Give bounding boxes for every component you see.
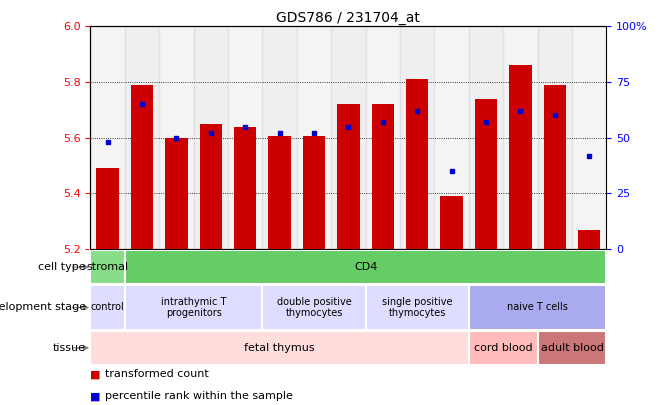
Bar [543,85,566,249]
Bar [572,26,606,249]
Text: adult blood: adult blood [541,343,604,353]
Text: tissue: tissue [53,343,86,353]
Bar [537,26,572,249]
Text: control: control [90,303,125,313]
Bar [159,26,194,249]
Text: cord blood: cord blood [474,343,533,353]
Text: naive T cells: naive T cells [507,303,568,313]
Bar [372,104,394,249]
Bar [269,136,291,249]
Text: percentile rank within the sample: percentile rank within the sample [105,391,293,401]
Bar [90,285,125,330]
Bar [263,285,366,330]
Text: single positive
thymocytes: single positive thymocytes [382,297,452,318]
Bar [337,104,360,249]
Bar [440,196,463,249]
Bar [578,230,600,249]
Bar [503,26,537,249]
Bar [537,330,606,365]
Bar [165,138,188,249]
Bar [297,26,331,249]
Bar [200,124,222,249]
Text: double positive
thymocytes: double positive thymocytes [277,297,351,318]
Bar [406,79,428,249]
Text: fetal thymus: fetal thymus [245,343,315,353]
Bar [125,285,263,330]
Bar [194,26,228,249]
Text: ■: ■ [90,369,101,379]
Bar [96,168,119,249]
Text: ■: ■ [90,391,101,401]
Bar [469,26,503,249]
Bar [475,99,497,249]
Text: CD4: CD4 [354,262,377,272]
Bar [125,26,159,249]
Title: GDS786 / 231704_at: GDS786 / 231704_at [277,11,420,25]
Bar [263,26,297,249]
Bar [90,250,125,284]
Bar [303,136,325,249]
Bar [469,285,606,330]
Bar [400,26,434,249]
Bar [434,26,469,249]
Text: stromal: stromal [86,262,129,272]
Bar [366,26,400,249]
Text: intrathymic T
progenitors: intrathymic T progenitors [161,297,226,318]
Text: development stage: development stage [0,303,86,313]
Text: transformed count: transformed count [105,369,209,379]
Bar [234,127,257,249]
Bar [228,26,263,249]
Text: cell type: cell type [38,262,86,272]
Bar [366,285,469,330]
Bar [131,85,153,249]
Bar [509,65,531,249]
Bar [90,330,469,365]
Bar [90,26,125,249]
Bar [331,26,366,249]
Bar [469,330,537,365]
